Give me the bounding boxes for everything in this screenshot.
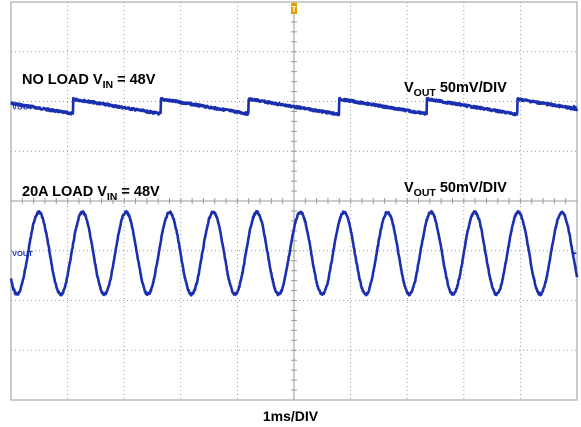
trace2-scale-label: VOUT 50mV/DIV: [404, 180, 507, 199]
trace2-annotation: 20A LOAD VIN = 48V: [22, 184, 160, 203]
trace1-scale-label: VOUT 50mV/DIV: [404, 80, 507, 99]
trace1-annotation: NO LOAD VIN = 48V: [22, 72, 156, 91]
trace-1-waveform: [10, 96, 579, 117]
trace-1-offset-marker: [573, 104, 577, 109]
oscilloscope-plot: T VOUT VOUT: [9, 1, 579, 401]
trigger-marker-label: T: [292, 5, 297, 14]
x-axis-label: 1ms/DIV: [262, 408, 319, 424]
trigger-marker: [291, 3, 297, 14]
trace-2-offset-marker: [573, 251, 577, 256]
trace-1-ground-label: VOUT: [12, 102, 33, 111]
trace-2-waveform: [9, 209, 579, 297]
trace-2-ground-label: VOUT: [12, 249, 33, 258]
